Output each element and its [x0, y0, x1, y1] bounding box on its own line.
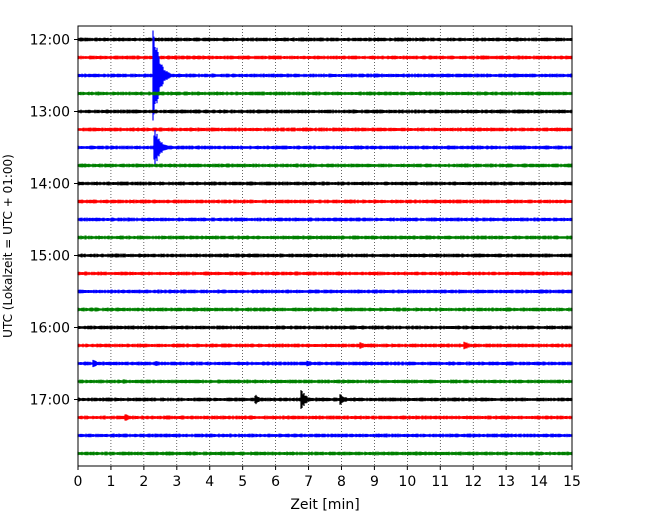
x-tick-label-11: 11 — [431, 474, 449, 490]
y-axis-ticks: 12:00 13:00 14:00 15:00 16:00 17:00 — [30, 33, 78, 409]
y-axis-title: UTC (Lokalzeit = UTC + 01:00) — [1, 154, 15, 338]
trace-1215 — [77, 55, 573, 60]
x-tick-label-3: 3 — [172, 474, 181, 490]
trace-1600 — [77, 325, 573, 330]
x-tick-label-15: 15 — [563, 474, 581, 490]
trace-1430 — [77, 217, 573, 222]
x-tick-label-12: 12 — [464, 474, 482, 490]
trace-1515 — [77, 271, 573, 276]
y-tick-label-1700: 17:00 — [30, 393, 70, 409]
plot-frame — [77, 25, 573, 467]
y-tick-label-1200: 12:00 — [30, 33, 70, 49]
trace-1730 — [77, 433, 573, 438]
y-tick-label-1600: 16:00 — [30, 321, 70, 337]
x-tick-label-1: 1 — [106, 474, 115, 490]
trace-1715 — [77, 414, 573, 421]
trace-1400 — [77, 181, 573, 186]
y-tick-label-1300: 13:00 — [30, 105, 70, 121]
trace-1315 — [77, 127, 573, 132]
trace-1245 — [77, 91, 573, 96]
trace-1630 — [77, 359, 573, 368]
trace-1300 — [77, 109, 573, 114]
x-tick-label-4: 4 — [205, 474, 214, 490]
trace-1545 — [77, 307, 573, 312]
trace-1415 — [77, 199, 573, 204]
trace-1345 — [77, 163, 573, 168]
trace-1615 — [77, 341, 573, 350]
x-tick-label-2: 2 — [139, 474, 148, 490]
trace-1200 — [77, 37, 573, 42]
x-axis-ticks: 0 1 2 3 4 5 6 7 8 9 10 11 12 13 14 15 — [74, 466, 581, 490]
x-tick-label-0: 0 — [74, 474, 83, 490]
trace-1700 — [77, 390, 573, 409]
trace-1530 — [77, 289, 573, 294]
x-axis-title: Zeit [min] — [290, 497, 359, 513]
x-tick-label-13: 13 — [497, 474, 515, 490]
x-tick-label-10: 10 — [398, 474, 416, 490]
trace-1745 — [77, 451, 573, 456]
x-tick-label-9: 9 — [370, 474, 379, 490]
trace-1330 — [77, 130, 573, 165]
y-tick-label-1400: 14:00 — [30, 177, 70, 193]
trace-1230 — [77, 30, 573, 121]
grid-lines — [110, 26, 540, 466]
y-tick-label-1500: 15:00 — [30, 249, 70, 265]
x-tick-label-5: 5 — [238, 474, 247, 490]
x-tick-label-8: 8 — [337, 474, 346, 490]
trace-1445 — [77, 235, 573, 240]
x-tick-label-14: 14 — [530, 474, 548, 490]
trace-1500 — [77, 253, 573, 258]
x-tick-label-6: 6 — [271, 474, 280, 490]
seismic-traces — [77, 30, 573, 456]
trace-1645 — [77, 379, 573, 384]
x-tick-label-7: 7 — [304, 474, 313, 490]
